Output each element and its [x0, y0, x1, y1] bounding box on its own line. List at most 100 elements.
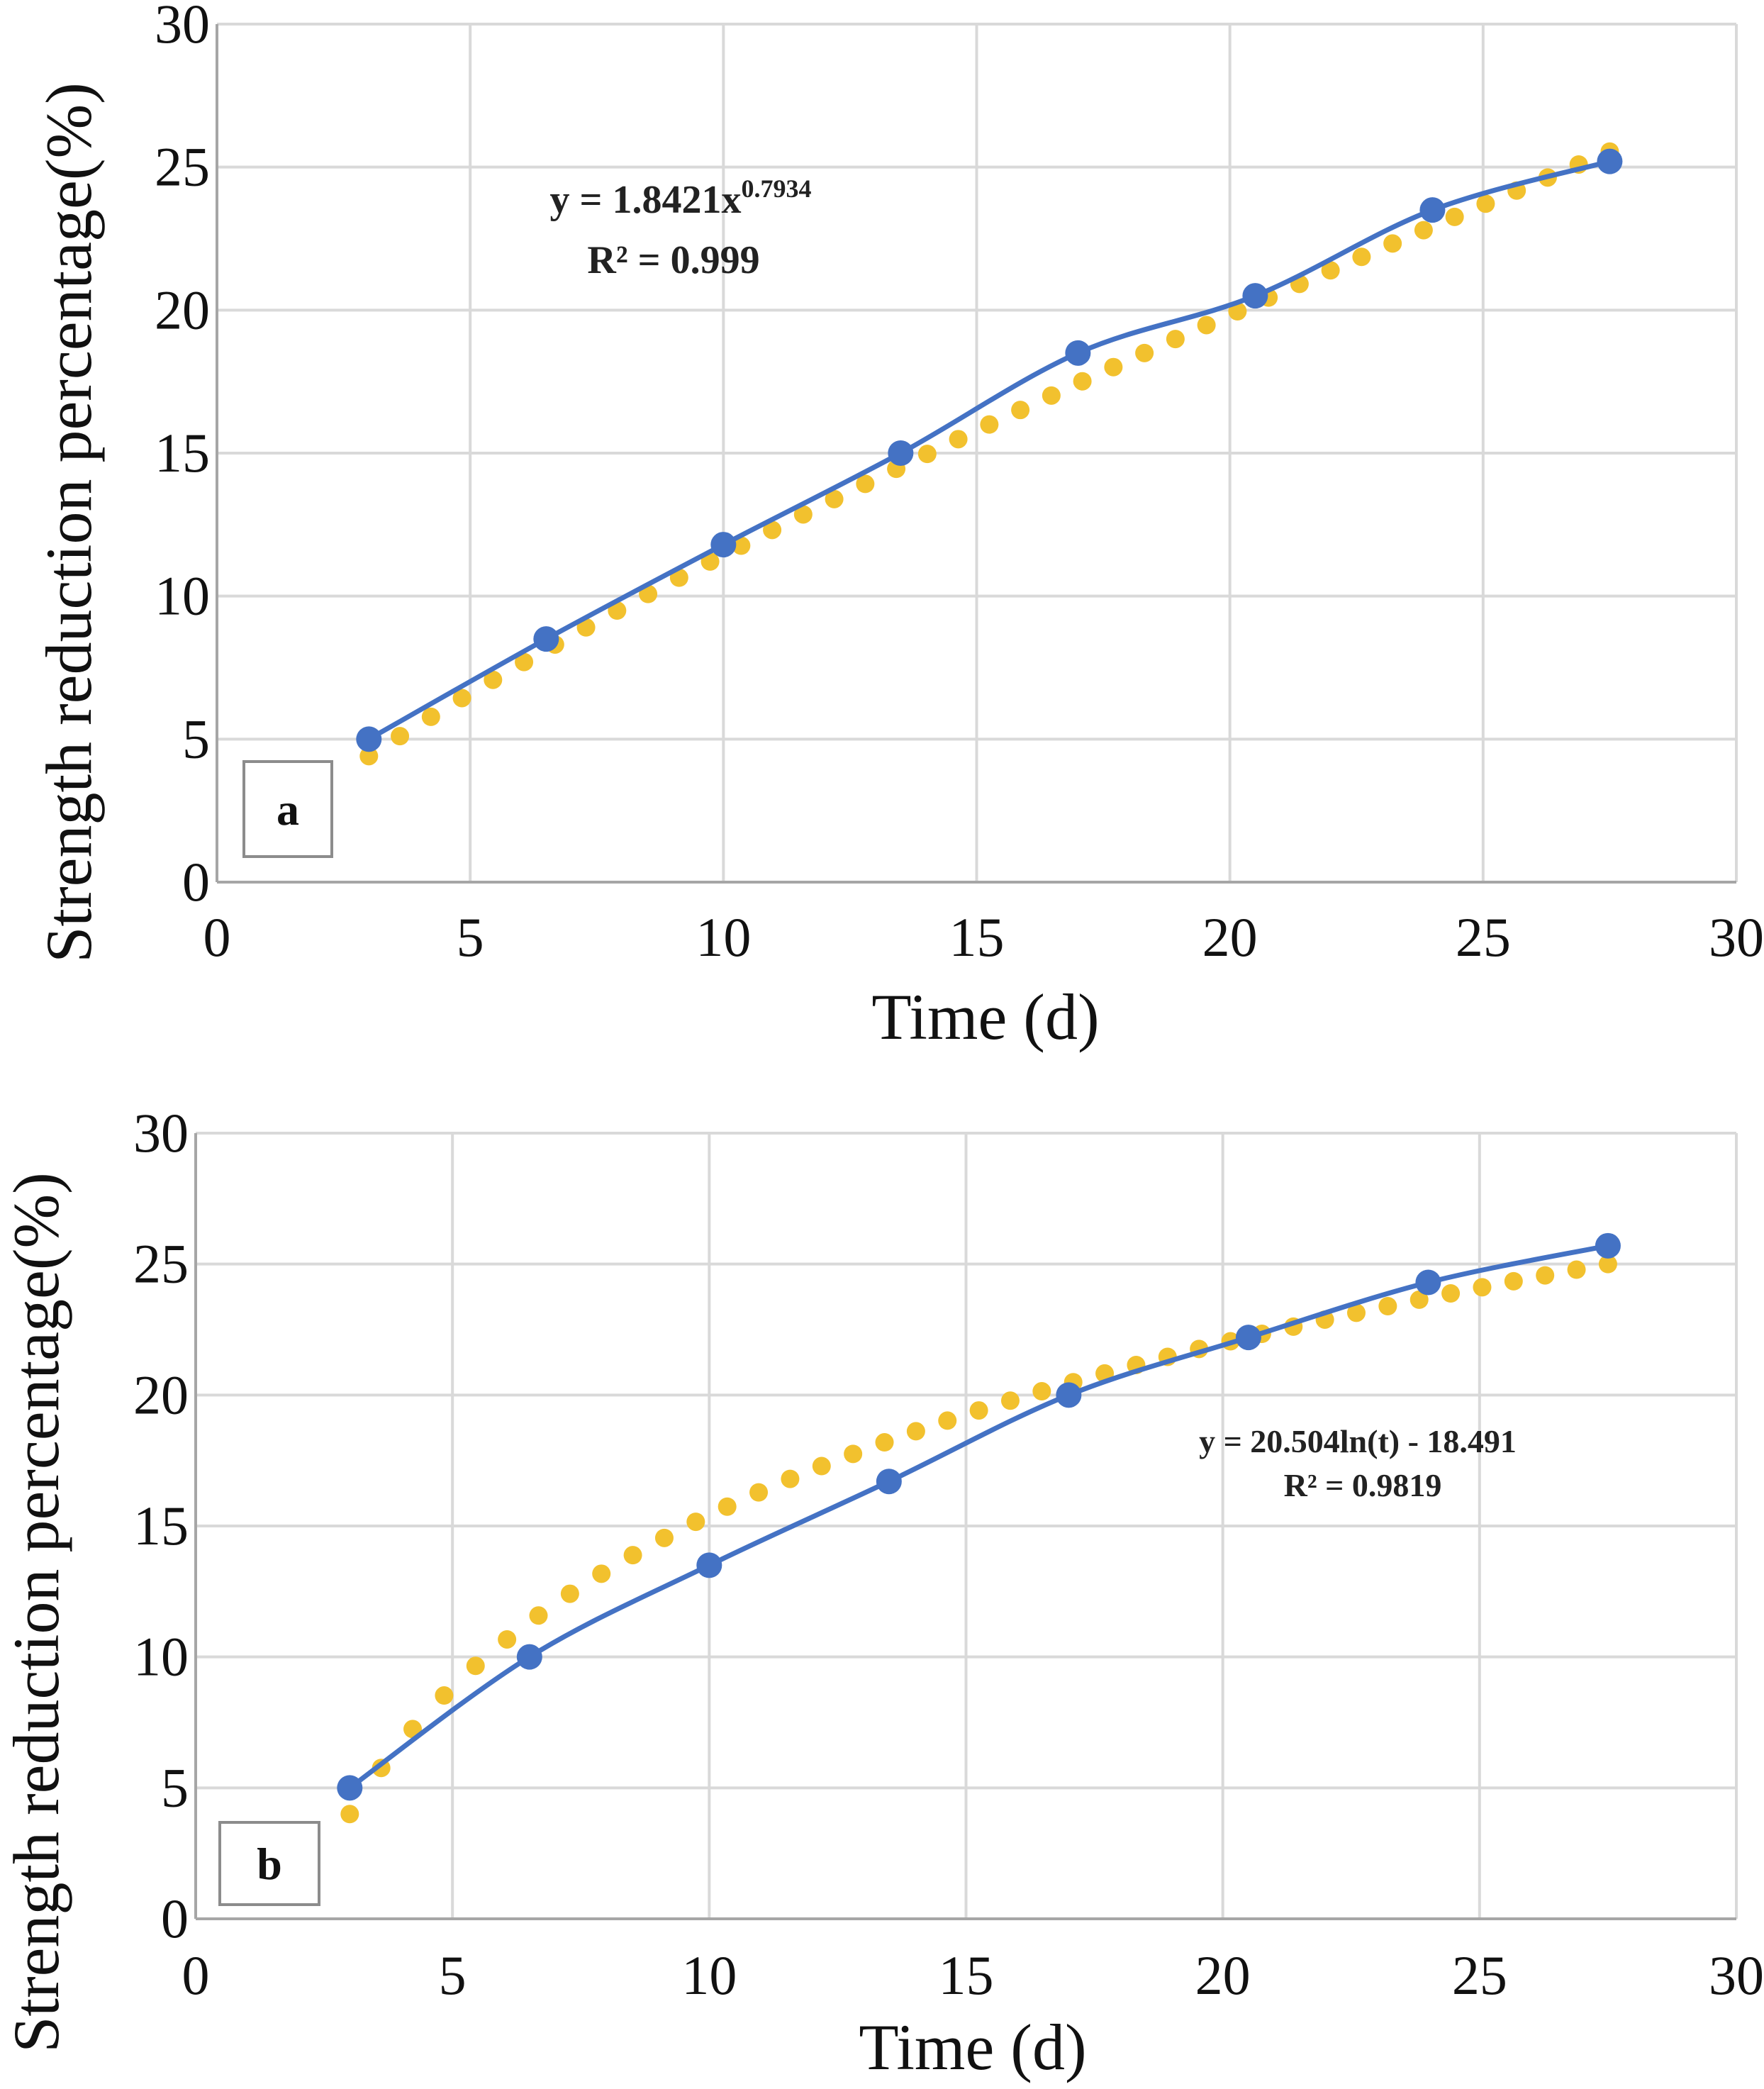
fit-series-dots — [340, 1254, 1617, 1824]
x-tick-label: 15 — [939, 1944, 994, 2006]
measured-point — [710, 532, 737, 558]
fit-dot — [391, 727, 410, 746]
x-tick-label: 0 — [182, 1944, 210, 2006]
fit-dot — [1536, 1266, 1555, 1285]
fit-dot — [1000, 1391, 1020, 1410]
x-tick-label: 30 — [1709, 1944, 1764, 2006]
y-axis-title: Strength reduction percentage(%) — [33, 82, 105, 962]
fit-equation: y = 20.504ln(t) - 18.491 — [1199, 1423, 1517, 1459]
fit-dot — [452, 689, 471, 708]
fit-dot — [825, 489, 844, 508]
fit-dot — [1504, 1271, 1523, 1291]
y-tick-label: 10 — [133, 1626, 189, 1688]
measured-point — [516, 1644, 542, 1670]
fit-dot — [781, 1469, 800, 1488]
panel-label-box — [242, 760, 333, 858]
fit-dot — [654, 1528, 674, 1547]
measured-point — [1235, 1325, 1261, 1351]
y-tick-label: 30 — [133, 1102, 189, 1164]
fit-dot — [560, 1584, 579, 1603]
chart-panel-b: 0 5 10 15 20 25 30 0 5 10 15 20 25 30 Strength reducti… — [0, 1102, 1764, 2083]
x-tick-label: 20 — [1202, 906, 1258, 968]
y-tick-label: 15 — [133, 1495, 189, 1556]
measured-point — [337, 1775, 363, 1801]
y-tick-label: 20 — [133, 1364, 189, 1425]
fit-equation-base: y = 1.8421x — [550, 178, 742, 222]
fit-dot — [340, 1805, 359, 1824]
y-tick-label: 15 — [155, 422, 210, 484]
fit-dot — [1567, 1260, 1586, 1279]
fit-dot — [1414, 221, 1433, 240]
fit-dot — [718, 1497, 737, 1516]
fit-dot — [949, 430, 968, 449]
x-tick-label: 0 — [203, 906, 231, 968]
measured-series-line — [348, 1243, 1609, 1790]
fit-dot — [1409, 1290, 1429, 1309]
fit-dot — [793, 505, 813, 524]
measured-series-line — [367, 159, 1611, 742]
fit-dot — [812, 1456, 831, 1476]
fit-equation-exponent: 0.7934 — [741, 174, 811, 203]
fit-dot — [980, 415, 999, 434]
x-tick-label: 5 — [457, 906, 484, 968]
y-tick-label: 0 — [182, 851, 210, 913]
x-tick-label: 30 — [1709, 906, 1764, 968]
r-squared-label: R² = 0.9819 — [1284, 1467, 1442, 1503]
fit-dot — [1476, 194, 1495, 213]
measured-point — [1056, 1382, 1082, 1408]
fit-dot — [1104, 357, 1123, 377]
x-tick-label: 25 — [1452, 1944, 1507, 2006]
x-tick-label: 10 — [681, 1944, 737, 2006]
fit-dot — [700, 552, 720, 571]
fit-dot — [1598, 1254, 1617, 1274]
y-tick-label: 25 — [155, 136, 210, 198]
measured-point — [888, 440, 914, 466]
y-tick-label: 5 — [161, 1756, 189, 1818]
fit-dot — [732, 536, 751, 555]
panel-label-box — [218, 1821, 320, 1906]
fit-dot — [938, 1411, 957, 1430]
y-axis-title: Strength reduction percentage(%) — [0, 1172, 72, 2052]
fit-dot — [435, 1686, 454, 1705]
fit-dot — [576, 618, 596, 637]
fit-dot — [466, 1656, 485, 1676]
fit-dot — [529, 1606, 548, 1625]
fit-dot — [1473, 1278, 1492, 1297]
measured-point — [533, 626, 559, 652]
measured-point — [1595, 1232, 1621, 1259]
fit-dot — [1352, 247, 1371, 267]
fit-series-dots — [359, 142, 1619, 766]
fit-dot — [749, 1483, 769, 1502]
measured-point — [876, 1469, 902, 1495]
x-tick-label: 15 — [949, 906, 1005, 968]
fit-dot — [623, 1546, 642, 1565]
fit-dot — [1011, 401, 1030, 420]
fit-dot — [1445, 207, 1464, 226]
measured-point — [1597, 148, 1623, 174]
x-tick-label: 10 — [696, 906, 751, 968]
measured-point — [1419, 197, 1446, 223]
y-tick-label: 25 — [133, 1233, 189, 1295]
chart-panel-a: 0 5 10 15 20 25 30 0 5 10 15 20 25 30 Strength reducti… — [33, 0, 1764, 1053]
fit-dot — [1073, 372, 1092, 391]
fit-dot — [1346, 1303, 1366, 1322]
fit-equation: y = 1.8421x0.7934 — [550, 174, 812, 222]
panel-label: a — [277, 784, 299, 835]
measured-point — [696, 1552, 722, 1578]
fit-dot — [359, 747, 379, 766]
panel-label: b — [257, 1839, 282, 1889]
fit-dot — [1383, 234, 1402, 253]
fit-dot — [875, 1433, 894, 1452]
fit-dot — [1032, 1382, 1051, 1401]
fit-dot — [1135, 343, 1154, 362]
x-axis-title: Time (d) — [859, 2011, 1086, 2083]
x-axis-title: Time (d) — [871, 981, 1099, 1053]
y-tick-label: 30 — [155, 0, 210, 55]
r-squared-label: R² = 0.999 — [587, 238, 759, 282]
fit-dot — [686, 1513, 705, 1532]
fit-dot — [969, 1401, 988, 1420]
measured-point — [1242, 283, 1268, 309]
fit-dot — [484, 670, 503, 689]
fit-dot — [1042, 386, 1061, 405]
